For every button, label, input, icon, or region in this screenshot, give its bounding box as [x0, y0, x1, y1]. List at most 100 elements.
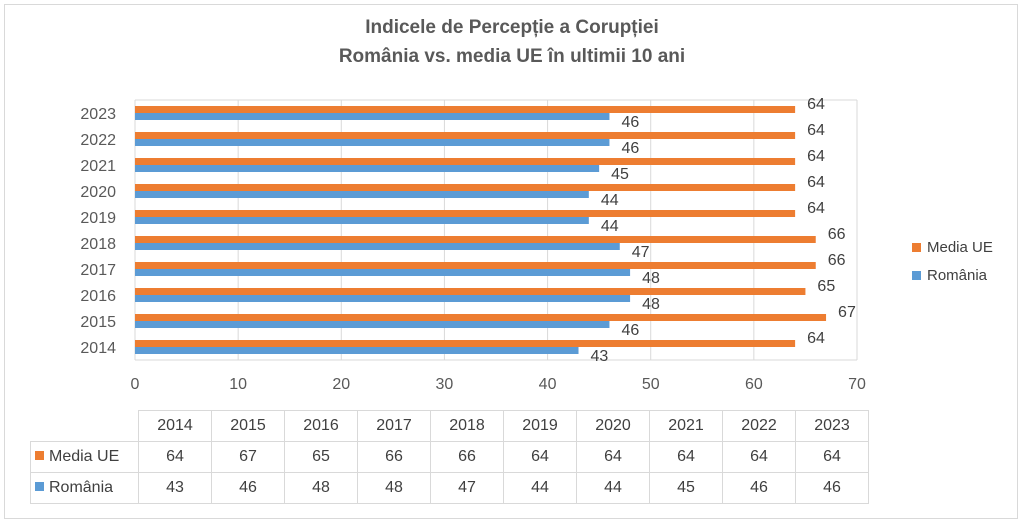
table-cell: 64: [576, 441, 650, 473]
table-header-cell: 2023: [795, 410, 869, 442]
y-category-label: 2015: [80, 314, 116, 331]
table-series-name: România: [49, 479, 114, 496]
table-cell: 64: [503, 441, 577, 473]
legend-swatch-media-ue: [912, 242, 921, 252]
bar-romania: [135, 191, 589, 198]
data-label-media-ue: 64: [807, 122, 825, 139]
bar-romania: [135, 139, 610, 146]
table-cell: 48: [284, 472, 358, 504]
bar-media-ue: [135, 132, 796, 139]
table-header-cell: 2018: [430, 410, 504, 442]
table-legend-key: [35, 451, 44, 460]
x-tick-label: 0: [131, 376, 140, 393]
data-table: 2014 2015 2016 2017 2018 2019 2020 2021 2022 2023…: [30, 410, 869, 504]
table-header-cell: 2019: [503, 410, 577, 442]
table-cell: 65: [284, 441, 358, 473]
table-cell: 46: [722, 472, 796, 504]
data-label-romania: 43: [591, 348, 609, 365]
y-category-label: 2022: [80, 132, 116, 149]
bar-media-ue: [135, 158, 796, 165]
bar-media-ue: [135, 210, 796, 217]
y-category-label: 2017: [80, 262, 116, 279]
data-label-romania: 46: [621, 140, 639, 157]
data-label-media-ue: 66: [828, 226, 846, 243]
bar-romania: [135, 321, 610, 328]
legend-label-media-ue: Media UE: [927, 238, 993, 256]
table-header-cell: 2017: [357, 410, 431, 442]
table-cell: 43: [138, 472, 212, 504]
table-legend-key: [35, 482, 44, 491]
table-header-cell: 2022: [722, 410, 796, 442]
table-cell: 46: [211, 472, 285, 504]
table-cell: 44: [576, 472, 650, 504]
table-header-cell: 2020: [576, 410, 650, 442]
data-label-media-ue: 64: [807, 174, 825, 191]
x-tick-label: 30: [436, 376, 454, 393]
x-tick-label: 70: [848, 376, 866, 393]
table-cell: 64: [138, 441, 212, 473]
x-tick-label: 50: [642, 376, 660, 393]
table-cell: 46: [795, 472, 869, 504]
bar-media-ue: [135, 106, 796, 113]
x-tick-label: 60: [745, 376, 763, 393]
y-category-label: 2016: [80, 288, 116, 305]
bar-romania: [135, 217, 589, 224]
table-header-cell: 2014: [138, 410, 212, 442]
data-label-media-ue: 66: [828, 252, 846, 269]
x-tick-label: 40: [539, 376, 557, 393]
bar-romania: [135, 165, 600, 172]
table-cell: 64: [649, 441, 723, 473]
y-category-label: 2023: [80, 106, 116, 123]
x-tick-label: 20: [332, 376, 350, 393]
table-header-cell: 2016: [284, 410, 358, 442]
y-category-label: 2020: [80, 184, 116, 201]
bar-romania: [135, 295, 631, 302]
data-label-romania: 46: [621, 322, 639, 339]
data-label-media-ue: 64: [807, 200, 825, 217]
data-label-romania: 46: [621, 114, 639, 131]
data-label-media-ue: 64: [807, 330, 825, 347]
bar-media-ue: [135, 314, 827, 321]
table-header-cell: 2015: [211, 410, 285, 442]
bar-media-ue: [135, 236, 816, 243]
table-row: Media UE 64 67 65 66 66 64 64 64 64 64: [30, 441, 869, 473]
table-cell: 64: [722, 441, 796, 473]
bar-media-ue: [135, 288, 806, 295]
legend: Media UE România: [912, 233, 993, 289]
y-category-label: 2021: [80, 158, 116, 175]
legend-label-romania: România: [927, 266, 988, 284]
bar-romania: [135, 347, 579, 354]
legend-item-romania: România: [912, 261, 993, 289]
data-label-romania: 48: [642, 296, 660, 313]
x-tick-label: 10: [229, 376, 247, 393]
table-cell: 67: [211, 441, 285, 473]
bar-romania: [135, 243, 620, 250]
y-category-label: 2014: [80, 340, 116, 357]
table-header-cell: 2021: [649, 410, 723, 442]
table-corner: [30, 410, 139, 442]
data-label-romania: 45: [611, 166, 629, 183]
y-category-label: 2019: [80, 210, 116, 227]
table-series-label: România: [30, 472, 139, 504]
table-cell: 44: [503, 472, 577, 504]
table-series-name: Media UE: [49, 448, 120, 465]
table-cell: 64: [795, 441, 869, 473]
table-series-label: Media UE: [30, 441, 139, 473]
data-label-romania: 44: [601, 218, 619, 235]
chart-subtitle: România vs. media UE în ultimii 10 ani: [338, 46, 686, 67]
legend-item-media-ue: Media UE: [912, 233, 993, 261]
bar-media-ue: [135, 262, 816, 269]
bar-romania: [135, 113, 610, 120]
data-label-media-ue: 64: [807, 96, 825, 113]
table-cell: 66: [430, 441, 504, 473]
table-row: România 43 46 48 48 47 44 44 45 46 46: [30, 472, 869, 504]
table-cell: 66: [357, 441, 431, 473]
table-header-row: 2014 2015 2016 2017 2018 2019 2020 2021 2022 2023: [30, 410, 869, 442]
y-category-label: 2018: [80, 236, 116, 253]
table-cell: 48: [357, 472, 431, 504]
bar-media-ue: [135, 184, 796, 191]
bar-romania: [135, 269, 631, 276]
table-cell: 47: [430, 472, 504, 504]
data-label-media-ue: 67: [838, 304, 856, 321]
